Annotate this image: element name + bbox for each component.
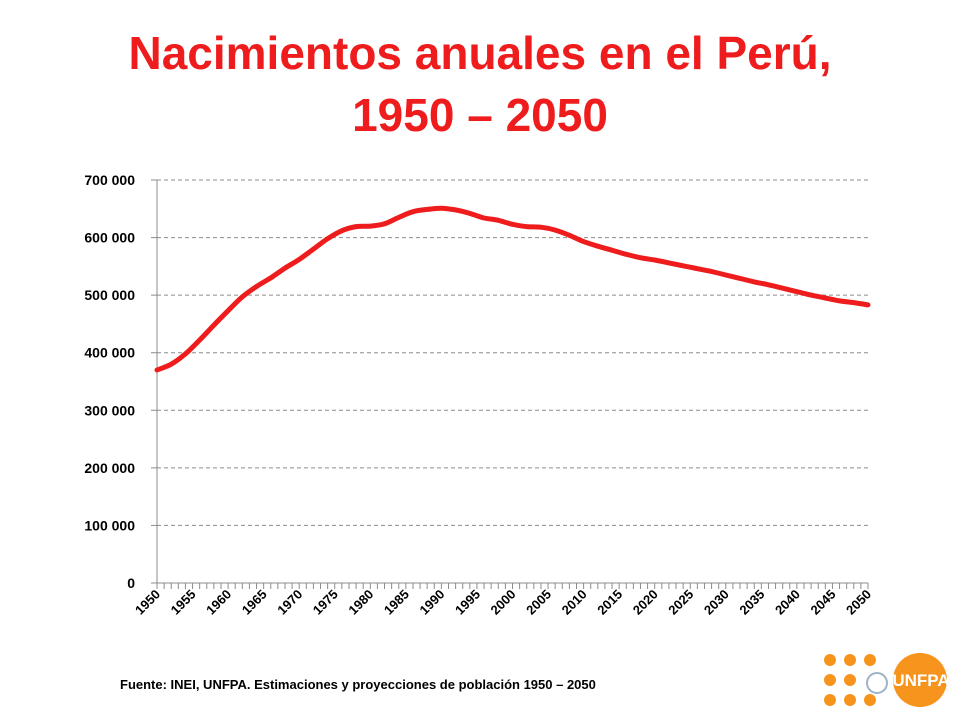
y-tick-label: 200 000: [84, 460, 135, 476]
x-tick-label: 2030: [701, 587, 732, 618]
x-tick-label: 1965: [239, 587, 270, 618]
x-tick-label: 2040: [772, 587, 803, 618]
logo-dot: [844, 694, 856, 706]
y-tick-label: 100 000: [84, 517, 135, 533]
series-line: [154, 205, 871, 373]
x-tick-label: 2005: [523, 587, 554, 618]
y-tick-label: 300 000: [84, 402, 135, 418]
x-tick-label: 2050: [843, 587, 874, 618]
logo-text: UNFPA: [892, 671, 949, 690]
y-axis-ticks: 0 100 000 200 000 300 000 400 000 500 000 600 …: [84, 172, 157, 591]
y-tick-label: 0: [127, 575, 135, 591]
logo-dot: [864, 654, 876, 666]
un-emblem-icon: [866, 672, 888, 694]
x-tick-label: 1980: [345, 587, 376, 618]
x-tick-label: 1990: [416, 587, 447, 618]
logo-dot: [824, 654, 836, 666]
logo-dot: [844, 674, 856, 686]
title-line-1: Nacimientos anuales en el Perú,: [128, 27, 832, 79]
logo-dot: [864, 694, 876, 706]
logo-dot: [844, 654, 856, 666]
x-tick-label: 2020: [630, 587, 661, 618]
logo-badge: [893, 653, 947, 707]
x-tick-label: 1960: [203, 587, 234, 618]
unfpa-logo: UNFPA: [824, 653, 950, 707]
y-tick-label: 500 000: [84, 287, 135, 303]
x-tick-label: 1975: [310, 587, 341, 618]
y-tick-label: 700 000: [84, 172, 135, 188]
source-note: Fuente: INEI, UNFPA. Estimaciones y proy…: [120, 677, 596, 692]
x-tick-label: 2010: [559, 587, 590, 618]
x-tick-label: 1955: [168, 587, 199, 618]
x-tick-label: 2015: [594, 587, 625, 618]
page-title: Nacimientos anuales en el Perú, 1950 – 2…: [0, 22, 960, 146]
x-tick-label: 2025: [665, 587, 696, 618]
axes: [156, 180, 868, 584]
grid-lines: [157, 179, 868, 526]
y-tick-label: 600 000: [84, 230, 135, 246]
x-tick-label: 1950: [132, 587, 163, 618]
y-tick-label: 400 000: [84, 345, 135, 361]
x-tick-label: 2035: [736, 587, 767, 618]
logo-dots: [824, 654, 876, 706]
x-tick-label: 1995: [452, 587, 483, 618]
x-axis-ticks: 1950 1955 1960 1965 1970 1975 1980 1985 1990 1995…: [132, 583, 874, 618]
x-tick-label: 2045: [808, 587, 839, 618]
x-tick-label: 1985: [381, 587, 412, 618]
x-tick-label: 2000: [488, 587, 519, 618]
x-tick-label: 1970: [274, 587, 305, 618]
logo-dot: [824, 674, 836, 686]
title-line-2: 1950 – 2050: [352, 89, 608, 141]
logo-dot: [824, 694, 836, 706]
